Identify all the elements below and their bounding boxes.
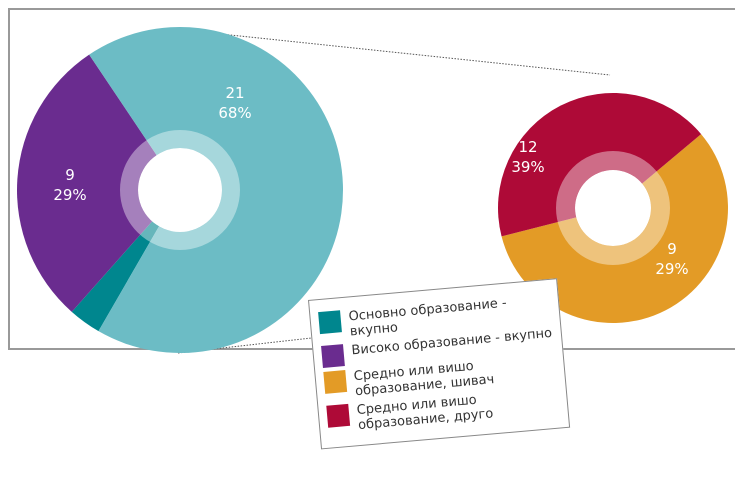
legend-swatch xyxy=(326,403,351,428)
hole xyxy=(138,148,222,232)
data-label: 9 xyxy=(65,166,75,184)
legend: Основно образование - вкупно Високо образ… xyxy=(308,278,571,450)
ring xyxy=(556,151,670,265)
hole xyxy=(575,170,651,246)
ring xyxy=(120,130,240,250)
legend-swatch xyxy=(323,370,348,394)
data-label: 12 xyxy=(518,138,537,156)
legend-swatch xyxy=(318,310,342,335)
data-label: 9 xyxy=(667,240,677,258)
percent-label: 29% xyxy=(53,186,86,204)
slice xyxy=(71,190,180,332)
connector xyxy=(182,29,611,76)
legend-swatch xyxy=(321,344,345,368)
slice xyxy=(17,54,180,312)
percent-label: 68% xyxy=(218,104,251,122)
slice xyxy=(498,93,702,237)
data-label: 21 xyxy=(225,84,244,102)
percent-label: 39% xyxy=(511,158,544,176)
percent-label: 29% xyxy=(655,260,688,278)
